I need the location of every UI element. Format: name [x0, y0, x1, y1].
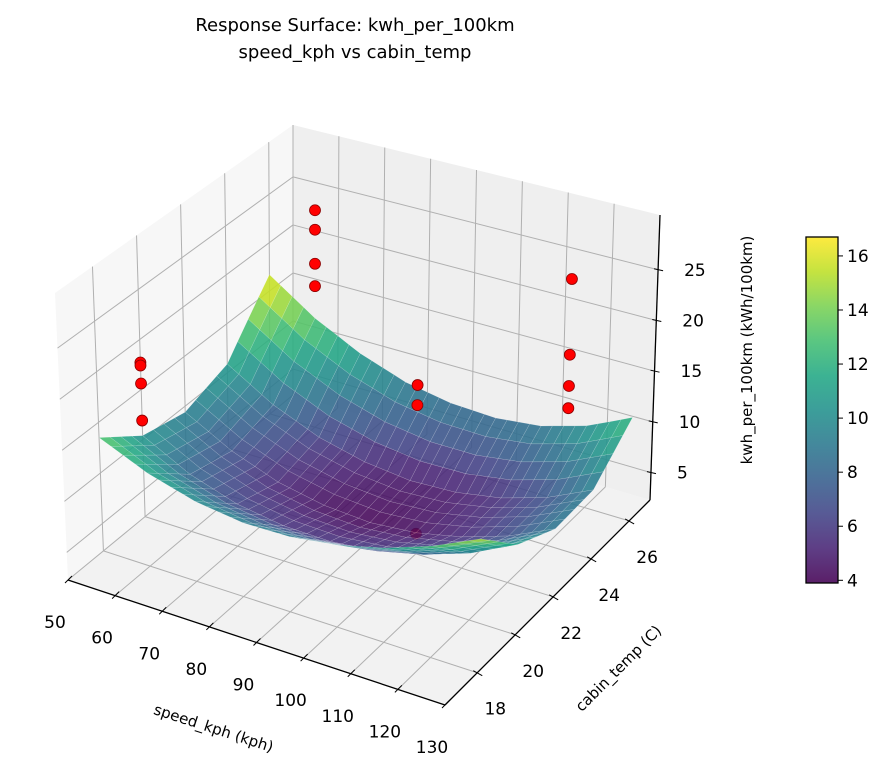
left-gridline-z: [57, 176, 294, 349]
data-point: [309, 257, 321, 270]
data-point: [411, 379, 424, 391]
z-tick-label: 10: [679, 413, 701, 433]
z-tick: [650, 369, 660, 373]
colorbar-tick-label: 6: [847, 517, 858, 537]
surface-patch: [542, 518, 566, 531]
z-tick: [653, 268, 664, 272]
x-tick: [441, 700, 450, 709]
colorbar-tick-label: 8: [847, 463, 858, 483]
back-gridline-z: [292, 176, 659, 271]
surface-patch: [468, 538, 491, 543]
data-point: [563, 348, 576, 361]
back-gridline-z: [292, 320, 653, 423]
colorbar-gradient: [805, 236, 839, 584]
x-tick: [64, 575, 73, 584]
surface-patch: [561, 499, 585, 512]
back-gridline-x: [471, 169, 477, 448]
colorbar-tick-label: 10: [847, 409, 869, 429]
x-tick: [300, 653, 308, 662]
y-axis-line: [444, 499, 651, 706]
chart-title-line-1: Response Surface: kwh_per_100km: [195, 15, 514, 36]
colorbar-tick-label: 16: [847, 247, 869, 267]
left-pane: [55, 125, 293, 580]
x-tick-label: 70: [138, 644, 160, 664]
x-tick: [206, 622, 214, 631]
data-point: [135, 377, 147, 390]
response-surface: [98, 274, 634, 555]
y-tick: [624, 518, 635, 525]
z-tick: [648, 420, 658, 424]
axis-lines: [64, 214, 664, 709]
z-tick-label: 20: [682, 311, 704, 331]
y-tick: [586, 556, 597, 563]
x-tick-label: 120: [369, 722, 401, 742]
x-tick-label: 90: [233, 676, 255, 696]
x-tick-label: 60: [91, 629, 113, 649]
x-tick-label: 80: [186, 660, 208, 680]
colorbar-tick-label: 12: [847, 355, 869, 375]
x-tick-label: 130: [416, 738, 448, 758]
x-tick: [394, 685, 403, 693]
colorbar: 4 6 8 10 12 14 16: [805, 236, 869, 591]
surface-patch: [487, 541, 509, 546]
floor-gridline-x: [397, 486, 606, 690]
y-tick: [473, 670, 483, 677]
x-tick: [158, 606, 167, 615]
y-tick-label: 18: [484, 700, 506, 720]
z-tick: [646, 471, 657, 475]
back-gridline-z: [292, 224, 657, 321]
z-tick-label: 5: [677, 464, 688, 484]
x-tick-label: 110: [322, 707, 354, 727]
chart-title-line-2: speed_kph vs cabin_temp: [239, 42, 472, 63]
data-point: [309, 204, 321, 217]
surface-patch: [515, 536, 537, 543]
data-point: [309, 280, 321, 293]
y-tick-label: 24: [598, 586, 620, 606]
data-point: [566, 273, 578, 285]
x-tick: [347, 669, 356, 678]
data-point: [134, 359, 147, 372]
z-axis-label: kwh_per_100km (kWh/100km): [738, 236, 757, 465]
back-gridline-z: [292, 272, 655, 372]
data-point: [309, 223, 321, 236]
surface-patch: [591, 453, 614, 475]
z-axis-line: [649, 214, 661, 501]
left-gridline-z: [61, 272, 294, 451]
x-tick-label: 50: [44, 613, 66, 633]
back-gridline-x: [515, 181, 523, 461]
y-axis-label: cabin_temp (C): [572, 622, 666, 716]
surface-patch: [581, 471, 604, 493]
data-point: [136, 414, 149, 427]
x-tick: [111, 591, 120, 599]
back-gridline-x: [426, 158, 432, 435]
tick-labels: 50 60 70 80 90 100 110 120 130 18 20 22 24 26 5 10 15 20 2…: [44, 261, 706, 758]
x-tick: [253, 638, 261, 646]
data-point: [563, 380, 575, 392]
floor-gridline-y: [144, 516, 516, 636]
colorbar-tick-label: 4: [847, 571, 858, 591]
x-axis-label: speed_kph (kph): [151, 700, 275, 757]
x-tick-label: 100: [274, 691, 306, 711]
y-tick-label: 22: [560, 624, 582, 644]
z-tick-label: 15: [681, 362, 703, 382]
y-tick: [548, 594, 559, 601]
data-point: [562, 402, 575, 415]
floor-gridline-y: [103, 550, 478, 674]
data-points: [134, 204, 578, 427]
left-gridline-z: [59, 224, 294, 400]
y-tick-label: 20: [522, 662, 544, 682]
z-tick: [652, 318, 662, 322]
data-point: [411, 399, 424, 412]
colorbar-tick-label: 14: [847, 301, 869, 321]
left-gridline-y: [91, 266, 104, 551]
z-tick-label: 25: [684, 261, 706, 281]
y-tick: [510, 632, 521, 639]
surface-patch: [600, 435, 624, 457]
y-tick-label: 26: [636, 548, 658, 568]
